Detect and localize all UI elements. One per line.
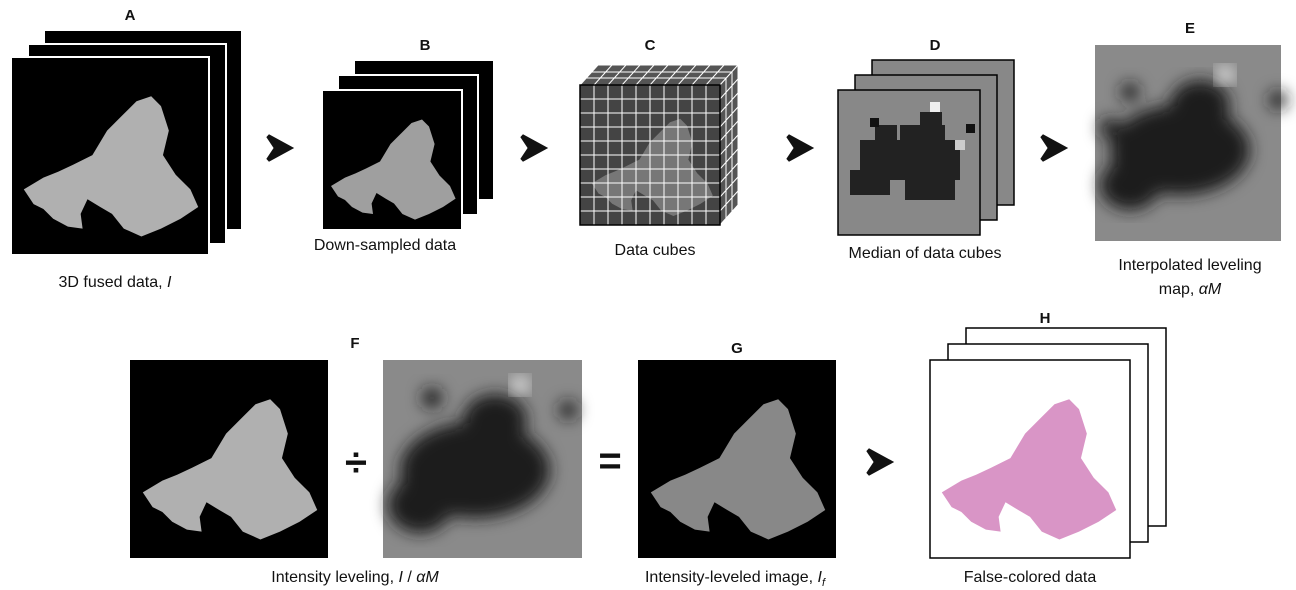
panel-label: E <box>1185 20 1195 37</box>
panel-b: B Down-sampled data <box>314 37 494 254</box>
caption: False-colored data <box>964 569 1097 586</box>
text-part: I <box>167 274 172 291</box>
arrow <box>1042 136 1064 160</box>
panel-a: A 3D fused data, I <box>11 7 242 291</box>
panel-g: = G Intensity-leveled image, If <box>598 340 836 589</box>
text-part: 3D fused data, <box>59 274 168 291</box>
panel-label: A <box>125 7 136 24</box>
panel-d: D Median of data cubes <box>838 37 1014 262</box>
panel-label: C <box>645 37 656 54</box>
text-part: / <box>403 569 416 586</box>
arrow <box>788 136 810 160</box>
panel-label: F <box>350 335 359 352</box>
panel-label: H <box>1040 310 1051 327</box>
caption: Down-sampled data <box>314 237 456 254</box>
caption: Data cubes <box>615 242 696 259</box>
text-part: Intensity leveling, <box>271 569 398 586</box>
operator: = <box>598 439 621 483</box>
panel-e: E Interpolated leveling map, αM <box>1095 20 1287 298</box>
arrow <box>522 136 544 160</box>
text-part: αM <box>1199 281 1222 298</box>
caption: Median of data cubes <box>849 245 1002 262</box>
figure: A 3D fused data, I B Down-sampled data C… <box>0 0 1296 590</box>
caption: 3D fused data, I <box>59 274 173 291</box>
arrow <box>268 136 290 160</box>
text-part: αM <box>416 569 439 586</box>
panel-h: H False-colored data <box>930 310 1166 586</box>
operator: ÷ <box>345 441 367 485</box>
text-part: Intensity-leveled image, <box>645 569 818 586</box>
panel-label: G <box>731 340 743 357</box>
caption: Intensity leveling, I / αM <box>271 569 439 586</box>
text-part: map, <box>1159 281 1199 298</box>
caption: Intensity-leveled image, If <box>645 569 826 589</box>
panel-label: B <box>420 37 431 54</box>
arrow <box>868 450 890 474</box>
caption: Interpolated leveling <box>1118 257 1261 274</box>
text-part: f <box>822 577 826 589</box>
panel-label: D <box>930 37 941 54</box>
panel-f: F ÷ Intensity leveling, I / αM <box>130 335 582 586</box>
caption: map, αM <box>1159 281 1222 298</box>
panel-c <box>580 65 738 225</box>
